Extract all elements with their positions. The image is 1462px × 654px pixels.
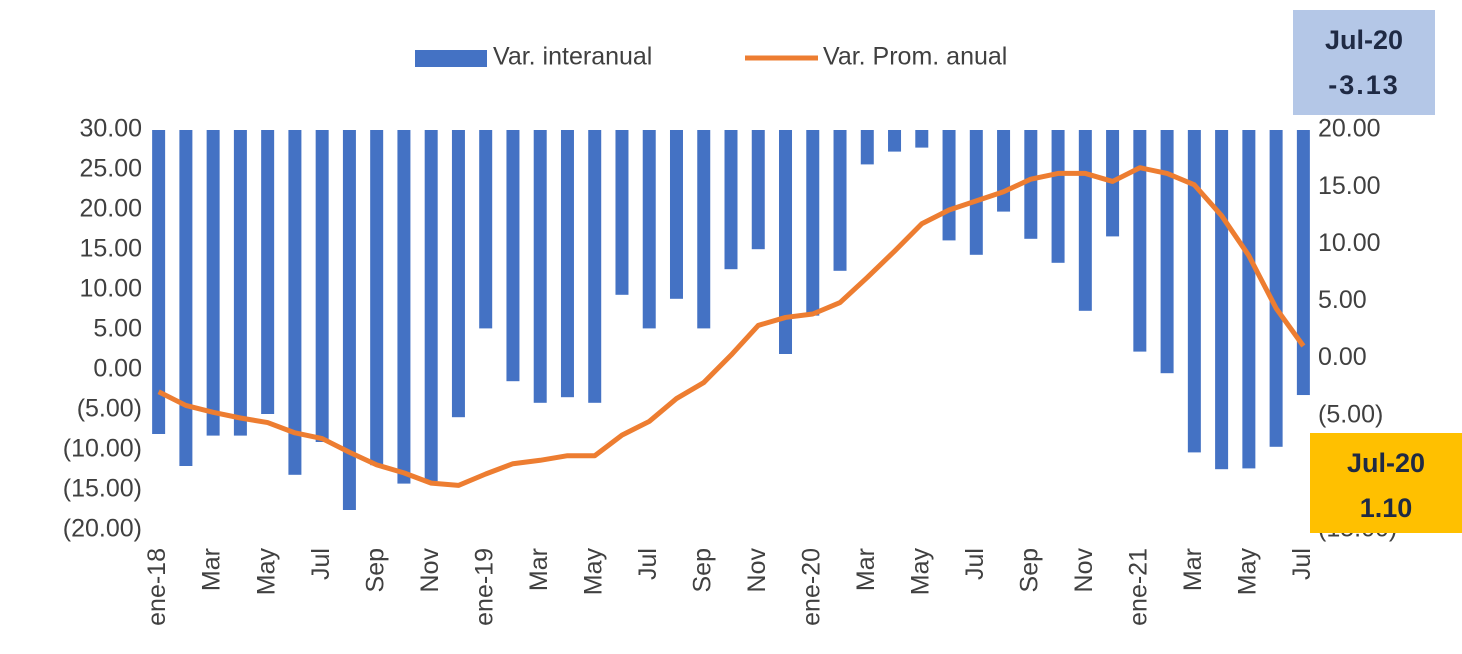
bar <box>315 130 329 442</box>
bar <box>1078 130 1092 311</box>
annotation-text: -3.13 <box>1328 70 1400 100</box>
bar <box>697 130 711 329</box>
legend-swatch <box>415 50 487 67</box>
bar <box>179 130 193 466</box>
x-tick-label: Sep <box>688 548 716 592</box>
bar <box>615 130 629 295</box>
bar <box>1187 130 1201 453</box>
x-tick-label: Sep <box>361 548 389 592</box>
x-tick-label: ene-20 <box>797 548 825 626</box>
y-tick-label: (15.00) <box>63 475 142 503</box>
bar <box>1160 130 1174 374</box>
bar <box>1051 130 1065 263</box>
x-tick-label: ene-21 <box>1124 548 1152 626</box>
bar <box>806 130 820 316</box>
y2-tick-label: 20.00 <box>1318 115 1381 143</box>
y-tick-label: 15.00 <box>79 235 142 263</box>
x-tick-label: May <box>906 548 934 596</box>
bar <box>997 130 1011 212</box>
x-tick-label: May <box>579 548 607 596</box>
bar <box>942 130 956 241</box>
bar <box>860 130 874 165</box>
y-tick-label: 0.00 <box>93 355 142 383</box>
bar <box>560 130 574 398</box>
bar <box>533 130 547 403</box>
y-tick-label: (5.00) <box>77 395 142 423</box>
annotation-title: Jul-20 <box>1325 25 1403 55</box>
x-tick-label: Nov <box>1070 548 1098 593</box>
x-tick-label: Mar <box>852 548 880 591</box>
bar <box>642 130 656 329</box>
bar <box>397 130 411 484</box>
bar <box>261 130 275 414</box>
x-tick-label: May <box>1233 548 1261 596</box>
y-tick-label: 30.00 <box>79 115 142 143</box>
bar <box>451 130 465 418</box>
y-tick-label: 5.00 <box>93 315 142 343</box>
bar <box>724 130 738 270</box>
bar <box>969 130 983 255</box>
bar <box>206 130 220 436</box>
bar <box>915 130 929 148</box>
x-tick-label: ene-19 <box>470 548 498 626</box>
bar <box>1269 130 1283 447</box>
y2-tick-label: 0.00 <box>1318 343 1367 371</box>
bar <box>588 130 602 403</box>
y2-tick-label: 15.00 <box>1318 172 1381 200</box>
bar <box>152 130 166 434</box>
bar <box>370 130 384 466</box>
bar <box>288 130 302 475</box>
bar <box>1242 130 1256 469</box>
annotation-box <box>1293 10 1435 115</box>
y-tick-label: 10.00 <box>79 275 142 303</box>
x-tick-label: Mar <box>525 548 553 591</box>
annotation-title: Jul-20 <box>1347 448 1425 478</box>
y2-tick-label: (5.00) <box>1318 400 1383 428</box>
x-tick-label: Jul <box>1288 548 1316 580</box>
x-tick-label: Nov <box>743 548 771 593</box>
x-tick-label: May <box>252 548 280 596</box>
y2-tick-label: 10.00 <box>1318 229 1381 257</box>
bar <box>1215 130 1229 470</box>
x-tick-label: Jul <box>634 548 662 580</box>
bar <box>1024 130 1038 239</box>
bar <box>506 130 520 382</box>
bar <box>233 130 247 436</box>
bar <box>479 130 493 329</box>
bar <box>751 130 765 250</box>
line <box>157 165 1306 488</box>
legend-label: Var. Prom. anual <box>823 43 1007 71</box>
x-tick-label: Jul <box>307 548 335 580</box>
x-tick-label: Mar <box>198 548 226 591</box>
y-tick-label: (10.00) <box>63 435 142 463</box>
y-tick-label: 25.00 <box>79 155 142 183</box>
x-tick-label: Mar <box>1179 548 1207 591</box>
y2-tick-label: 5.00 <box>1318 286 1367 314</box>
annotation-box <box>1310 433 1462 533</box>
bar <box>669 130 683 299</box>
x-tick-label: Nov <box>416 548 444 593</box>
y-tick-label: (20.00) <box>63 515 142 543</box>
bar <box>1133 130 1147 352</box>
bar <box>1296 130 1310 396</box>
bar <box>779 130 793 354</box>
bar <box>888 130 902 152</box>
bar <box>424 130 438 482</box>
annotation-text: 1.10 <box>1360 493 1413 523</box>
legend-label: Var. interanual <box>493 43 652 71</box>
bar <box>342 130 356 510</box>
y-tick-label: 20.00 <box>79 195 142 223</box>
x-tick-label: Sep <box>1015 548 1043 592</box>
x-tick-label: ene-18 <box>143 548 171 626</box>
bar <box>833 130 847 271</box>
x-tick-label: Jul <box>961 548 989 580</box>
